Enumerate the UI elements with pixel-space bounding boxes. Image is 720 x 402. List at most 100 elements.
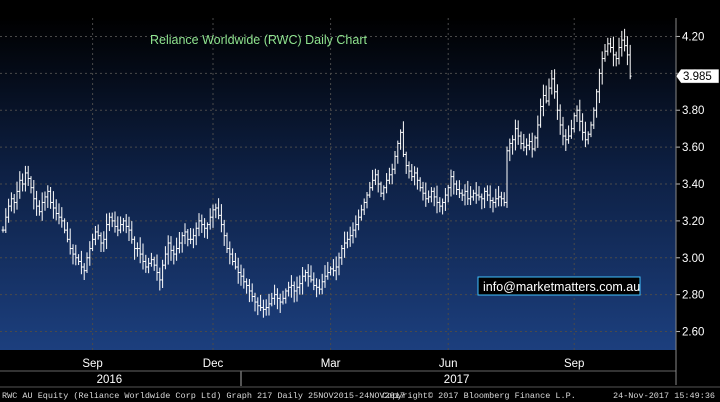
ohlc-bar — [365, 192, 369, 209]
ohlc-bar — [379, 181, 383, 198]
ohlc-bar — [284, 288, 288, 304]
ohlc-bar — [522, 133, 526, 152]
ohlc-bar — [416, 167, 419, 190]
ohlc-bar — [256, 297, 260, 316]
y-tick-label: 3.40 — [682, 179, 704, 191]
ohlc-bar — [287, 281, 290, 297]
ohlc-bar — [449, 169, 453, 197]
ohlc-bar — [175, 237, 178, 261]
ohlc-bar — [200, 214, 204, 233]
ohlc-bar — [542, 84, 545, 117]
month-label: Jun — [439, 358, 458, 370]
ohlc-bar — [270, 292, 274, 307]
ohlc-bar — [404, 151, 408, 174]
ohlc-bar — [57, 203, 61, 225]
year-label: 2017 — [444, 374, 470, 386]
ohlc-bar — [488, 185, 492, 209]
annotation-email[interactable]: info@marketmatters.com.au — [483, 280, 640, 294]
ohlc-bar — [491, 197, 495, 213]
ohlc-bar — [572, 112, 576, 133]
ohlc-bar — [502, 192, 506, 207]
ohlc-bar — [306, 264, 310, 287]
ohlc-bar — [122, 217, 125, 232]
ohlc-bar — [407, 161, 411, 179]
ohlc-bar — [376, 169, 380, 193]
ohlc-bar — [472, 189, 475, 201]
ohlc-bar — [77, 254, 80, 266]
ohlc-bar — [584, 121, 587, 148]
ohlc-bar — [74, 244, 78, 266]
ohlc-bar — [141, 243, 145, 270]
ohlc-bar — [253, 292, 257, 312]
ohlc-bar — [259, 294, 262, 312]
ohlc-bar — [578, 99, 582, 132]
ohlc-bar — [211, 204, 215, 228]
ohlc-bar — [519, 131, 523, 150]
last-price-tag — [675, 68, 720, 84]
ohlc-bar — [276, 288, 279, 310]
ohlc-bar — [166, 235, 170, 265]
ohlc-bar — [402, 121, 405, 158]
ohlc-bar — [222, 219, 226, 246]
ohlc-bar — [203, 218, 206, 238]
ohlc-bar — [337, 252, 341, 276]
ohlc-bar — [192, 228, 195, 249]
ohlc-bar — [102, 231, 106, 252]
ohlc-bar — [158, 267, 162, 291]
ohlc-bar — [220, 204, 223, 233]
ohlc-bar — [1, 226, 5, 233]
ohlc-bar — [323, 265, 327, 288]
ohlc-bar — [446, 184, 450, 203]
ohlc-bar — [91, 233, 94, 252]
ohlc-bar — [12, 194, 16, 214]
ohlc-bar — [96, 224, 100, 240]
ohlc-bar — [66, 222, 69, 243]
ohlc-bar — [82, 263, 86, 280]
ohlc-bar — [172, 245, 176, 265]
ohlc-bar — [312, 272, 316, 291]
ohlc-bar — [248, 279, 251, 303]
ohlc-bar — [152, 256, 156, 271]
ohlc-bar — [575, 105, 579, 123]
footer-bar: RWC AU Equity (Reliance Worldwide Corp L… — [0, 386, 720, 401]
ohlc-bar — [525, 138, 528, 156]
ohlc-bar — [161, 259, 164, 288]
ohlc-bar — [147, 257, 150, 274]
ohlc-bar — [124, 214, 128, 234]
ohlc-bar — [617, 37, 621, 65]
annotation-box[interactable]: info@marketmatters.com.au — [477, 276, 641, 296]
ohlc-bar — [444, 188, 447, 211]
ohlc-bar — [463, 184, 467, 206]
month-label: Sep — [564, 358, 584, 370]
ohlc-bar — [348, 226, 352, 247]
ohlc-bar — [589, 121, 593, 138]
ohlc-bar — [231, 248, 234, 266]
ohlc-bar — [340, 244, 344, 265]
ohlc-bar — [550, 69, 554, 95]
ohlc-bar — [544, 85, 548, 104]
ohlc-bar — [108, 212, 111, 232]
ohlc-bar — [4, 208, 8, 234]
ohlc-bar — [49, 186, 52, 209]
ohlc-bar — [382, 185, 386, 201]
ohlc-bar — [206, 222, 209, 239]
ohlc-bar — [581, 113, 584, 141]
ohlc-bar — [155, 254, 159, 281]
ohlc-bar — [598, 68, 601, 104]
ohlc-bar — [99, 232, 103, 252]
ohlc-bar — [52, 191, 55, 219]
ohlc-bar — [60, 207, 64, 228]
month-label: Sep — [82, 358, 102, 370]
ohlc-bar — [390, 163, 394, 185]
ohlc-bar — [435, 185, 439, 214]
ohlc-bar — [63, 218, 66, 234]
ohlc-bar — [385, 173, 388, 194]
ohlc-bar — [197, 213, 201, 237]
ohlc-bar — [29, 176, 33, 194]
ohlc-bar — [281, 290, 285, 305]
ohlc-bar — [298, 275, 302, 295]
ohlc-bar — [343, 231, 346, 258]
ohlc-bar — [290, 275, 293, 298]
ohlc-bar — [273, 284, 276, 305]
ohlc-bar — [427, 190, 430, 203]
